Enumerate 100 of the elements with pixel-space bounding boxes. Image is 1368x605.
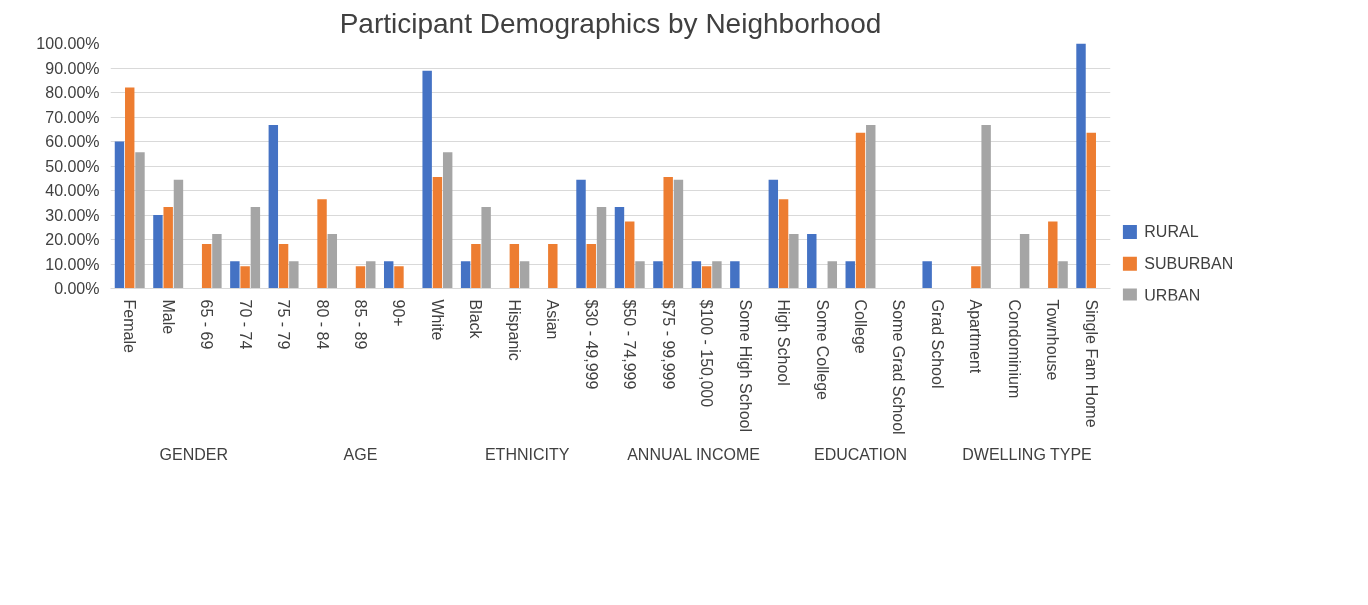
y-tick-label: 20.00% <box>45 231 100 248</box>
bar <box>278 243 289 289</box>
bar <box>422 70 432 289</box>
bar <box>460 261 471 289</box>
bar <box>125 87 135 289</box>
bar <box>289 261 299 289</box>
bar <box>250 206 261 289</box>
bar <box>212 234 222 289</box>
bar <box>778 199 789 289</box>
bar <box>1076 43 1086 289</box>
y-tick-label: 30.00% <box>45 206 100 224</box>
x-tick-label: Apartment <box>967 299 985 374</box>
x-tick-label: High School <box>775 299 793 386</box>
bar <box>922 261 932 289</box>
bar <box>712 261 722 289</box>
bar <box>653 261 663 289</box>
bar <box>548 243 558 289</box>
x-tick-label: $30 - 49,999 <box>582 299 600 390</box>
x-tick-label: Grad School <box>928 299 946 389</box>
bar <box>576 179 586 289</box>
bar <box>471 243 481 289</box>
bar <box>1019 234 1030 289</box>
x-tick-label: Hispanic <box>505 299 523 361</box>
bar <box>981 125 991 289</box>
bar <box>355 266 366 289</box>
bar <box>327 234 338 289</box>
x-tick-label: Black <box>467 299 485 340</box>
bar <box>509 243 520 289</box>
y-tick-label: 100.00% <box>36 35 100 52</box>
x-tick-label: Female <box>121 299 139 353</box>
x-tick-label: $100 - 150,000 <box>698 299 716 408</box>
text: ANNUAL INCOME <box>627 446 760 463</box>
bar <box>163 206 173 289</box>
bar <box>1058 261 1068 289</box>
y-tick-label: 70.00% <box>45 108 100 126</box>
bar <box>789 234 799 289</box>
x-tick-label: Single Fam Home <box>1082 299 1100 428</box>
bar <box>394 266 404 289</box>
y-tick-label: 90.00% <box>45 59 100 77</box>
bar <box>230 261 240 289</box>
bar <box>519 261 530 289</box>
bar <box>614 206 625 289</box>
y-tick-label: 60.00% <box>45 133 100 150</box>
bar <box>730 261 740 289</box>
bar <box>135 152 145 289</box>
x-tick-label: 80 - 84 <box>313 299 331 350</box>
bar <box>383 261 394 289</box>
x-tick-label: Townhouse <box>1044 299 1062 381</box>
x-tick-label: $50 - 74,999 <box>621 299 639 390</box>
bar <box>268 125 279 289</box>
text: DWELLING TYPE <box>962 446 1092 463</box>
y-tick-label: 40.00% <box>45 182 100 199</box>
bar <box>481 206 491 289</box>
x-tick-label: Some Grad School <box>890 299 908 435</box>
bar <box>663 177 673 289</box>
text: GENDER <box>159 446 229 463</box>
y-tick-label: 80.00% <box>45 84 100 101</box>
x-tick-label: 75 - 79 <box>275 299 293 350</box>
y-tick-label: 10.00% <box>45 255 100 273</box>
bar <box>691 261 702 289</box>
legend-label: SUBURBAN <box>1144 255 1234 273</box>
x-tick-label: Some College <box>813 299 831 401</box>
text: AGE <box>343 446 378 463</box>
x-tick-label: Asian <box>544 299 562 340</box>
bar <box>596 206 607 289</box>
bar <box>866 125 876 289</box>
x-tick-label: White <box>428 299 446 341</box>
bar <box>855 132 866 289</box>
text: ETHNICITY <box>484 446 570 463</box>
legend-label: RURAL <box>1144 223 1199 241</box>
bar <box>173 179 184 289</box>
bar <box>635 261 645 289</box>
bar <box>432 177 443 289</box>
bar <box>971 266 981 289</box>
x-tick-label: Some High School <box>736 299 754 433</box>
x-tick-label: 65 - 69 <box>198 299 216 350</box>
bar <box>153 215 163 289</box>
x-tick-label: $75 - 99,999 <box>659 299 677 390</box>
x-tick-label: 70 - 74 <box>236 299 254 350</box>
bar <box>114 141 125 289</box>
text: EDUCATION <box>813 446 908 463</box>
x-tick-label: Condominium <box>1005 299 1023 399</box>
bar <box>768 179 779 289</box>
bar <box>586 243 596 289</box>
bar <box>1086 132 1096 289</box>
bar <box>827 261 838 289</box>
bar <box>201 243 212 289</box>
x-tick-label: 90+ <box>390 299 408 327</box>
y-tick-label: 50.00% <box>45 157 100 175</box>
bar <box>625 221 635 289</box>
bar <box>366 261 376 289</box>
y-tick-label: 0.00% <box>54 280 100 297</box>
bar <box>317 199 327 289</box>
x-tick-label: Male <box>159 299 177 335</box>
bar <box>240 266 250 289</box>
x-tick-label: 85 - 89 <box>352 299 369 350</box>
bar <box>1048 221 1058 289</box>
chart-title: Participant Demographics by Neighborhood <box>339 7 882 39</box>
bar <box>673 179 684 289</box>
legend-label: URBAN <box>1144 287 1201 305</box>
